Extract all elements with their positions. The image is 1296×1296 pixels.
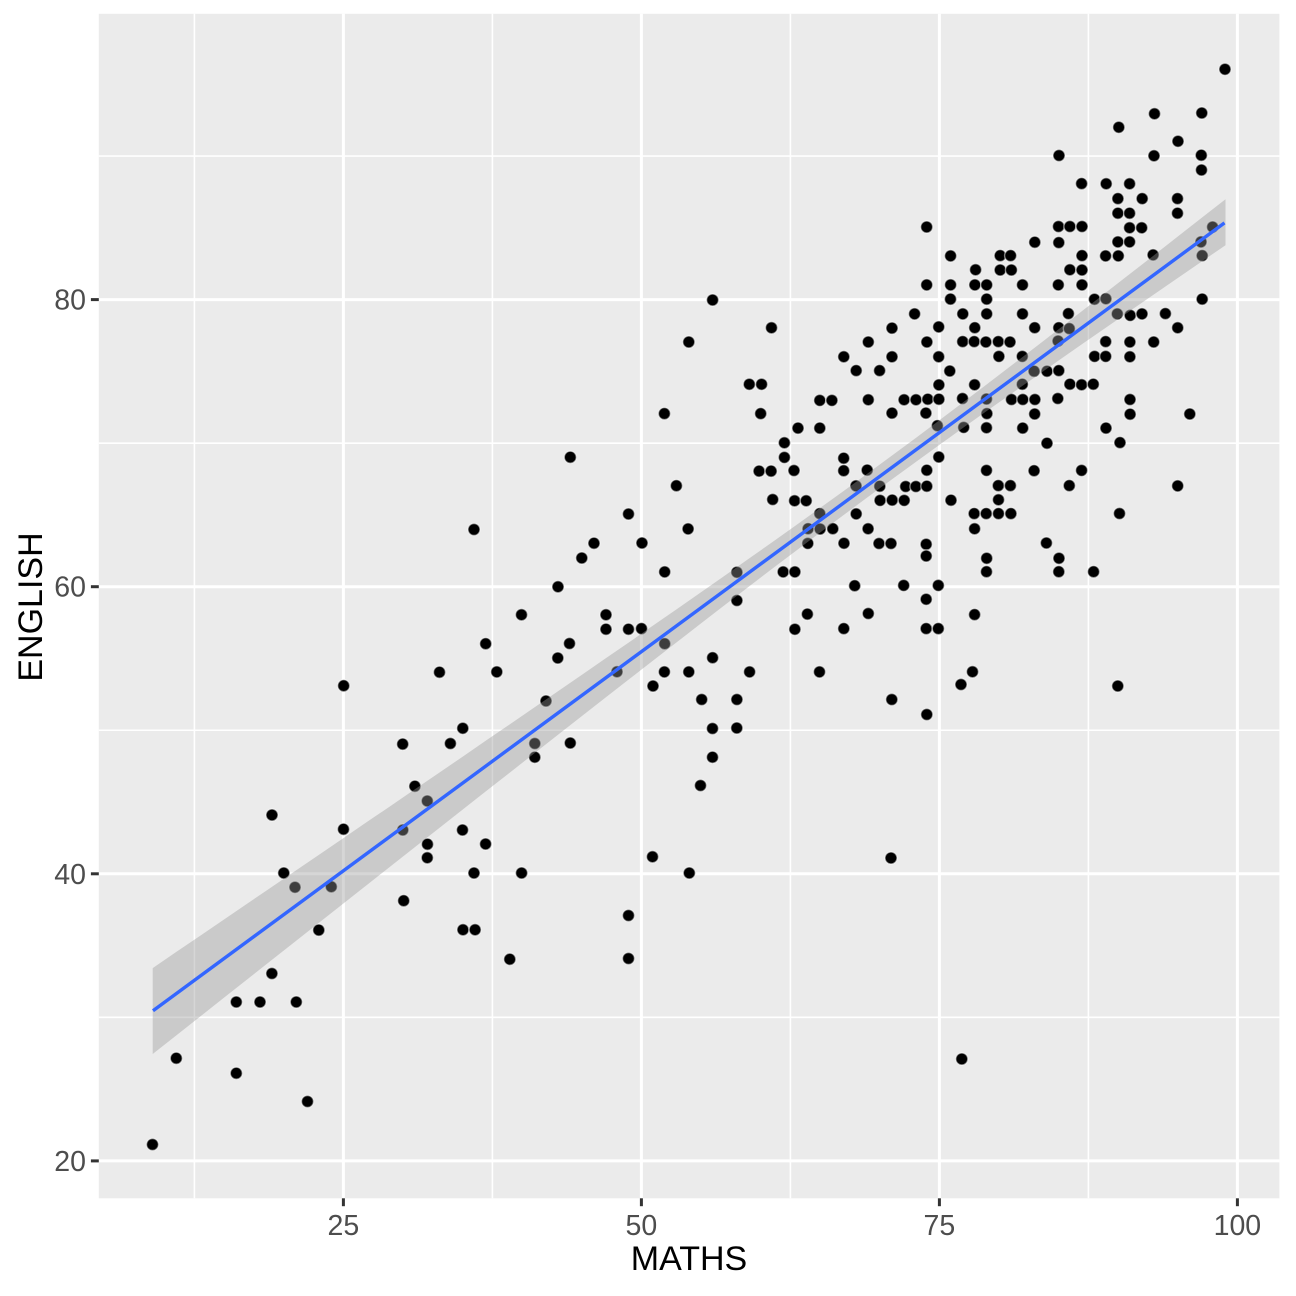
svg-text:ENGLISH: ENGLISH xyxy=(12,532,50,681)
svg-text:40: 40 xyxy=(54,859,86,891)
svg-text:20: 20 xyxy=(54,1146,86,1178)
svg-text:MATHS: MATHS xyxy=(631,1240,747,1278)
svg-text:60: 60 xyxy=(54,572,86,604)
svg-text:25: 25 xyxy=(328,1210,360,1242)
svg-text:50: 50 xyxy=(626,1210,658,1242)
svg-text:80: 80 xyxy=(54,285,86,317)
svg-text:75: 75 xyxy=(924,1210,956,1242)
svg-text:100: 100 xyxy=(1214,1210,1262,1242)
